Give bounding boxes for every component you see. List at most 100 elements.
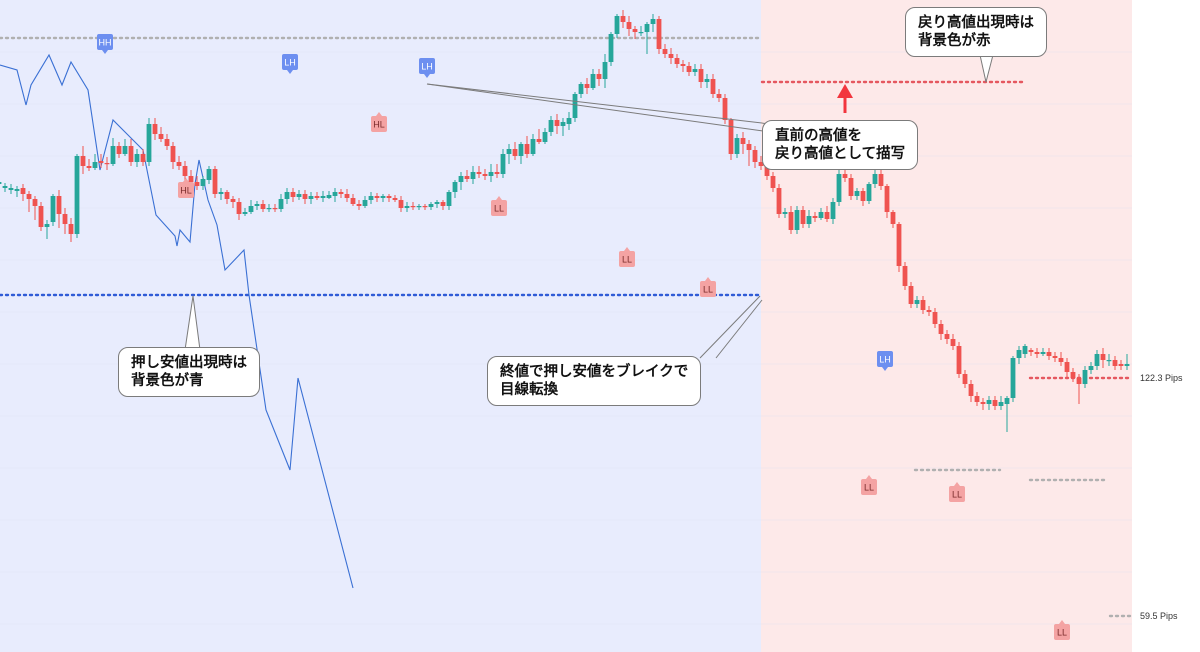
zigzag-line [0,53,354,589]
callout-text: 直前の高値を [775,128,862,144]
candle-down [752,150,758,162]
candle-up [854,191,860,196]
red-background-zone [761,0,1132,652]
candle-down [860,191,866,201]
candle-down [956,346,962,374]
candle-up [14,189,20,191]
callout-prev-high: 直前の高値を 戻り高値として描写 [762,120,919,170]
candle-up [1088,366,1094,370]
swing-label-ll: LL [1057,628,1067,638]
candle-down [272,208,278,210]
candle-up [308,196,314,199]
candle-up [488,172,494,176]
swing-label-ll: LL [622,255,632,265]
candle-up [986,400,992,404]
candle-down [290,192,296,197]
callout-close-break: 終値で押し安値をブレイクで 目線転換 [487,356,702,406]
candle-down [440,202,446,206]
candle-up [320,196,326,198]
candle-down [1052,356,1058,358]
callout-retracement-high: 戻り高値出現時は 背景色が赤 [905,7,1047,57]
callout-text: 背景色が赤 [918,33,991,49]
candle-down [536,139,542,142]
swing-label-lh: LH [284,58,296,68]
candle-down [1034,352,1040,354]
callout-text: 押し安値出現時は [131,355,247,371]
candle-down [890,212,896,224]
candle-up [146,124,152,162]
candle-down [140,154,146,162]
candles [0,10,1130,432]
candle-down [626,22,632,29]
candle-down [926,310,932,312]
candle-up [590,74,596,88]
swing-label-bg [491,200,507,216]
candle-down [80,156,86,166]
candle-down [482,174,488,176]
candle-up [1082,370,1088,384]
candle-down [1028,350,1034,352]
candle-down [98,161,104,163]
candle-up [866,184,872,201]
candle-down [686,66,692,72]
callout-text: 目線転換 [500,382,558,398]
candle-down [698,69,704,82]
candle-up [608,34,614,62]
candle-up [1106,360,1112,362]
candle-down [710,79,716,94]
swing-label-hl: HL [373,120,385,130]
candle-down [152,124,158,134]
callout-pointer-pullback [184,295,201,351]
swing-label-bg [700,281,716,297]
candle-down [938,324,944,334]
candle-down [842,174,848,178]
candle-up [404,206,410,208]
candle-up [614,16,620,34]
callout-text: 終値で押し安値をブレイクで [500,364,689,380]
candle-up [830,202,836,219]
candle-down [974,396,980,402]
candle-down [1112,360,1118,366]
candle-up [266,208,272,210]
candle-down [722,98,728,120]
candle-down [104,163,110,165]
candle-up [914,300,920,304]
candle-up [1040,352,1046,354]
swing-label-bg [371,116,387,132]
candle-down [746,144,752,150]
candle-up [134,154,140,162]
leader-line-prev-high [426,83,771,125]
candle-down [1100,354,1106,360]
candle-down [950,339,956,346]
swing-label-pointer [866,475,872,479]
candle-down [1058,358,1064,362]
candle-down [350,198,356,204]
candle-down [56,196,62,214]
candle-down [38,206,44,227]
candle-down [494,172,500,174]
candle-down [848,178,854,196]
candle-down [902,266,908,286]
swing-label-hl: HL [180,186,192,196]
candle-down [230,199,236,202]
candle-up [704,79,710,82]
candle-up [1016,350,1022,358]
candle-down [908,286,914,304]
candle-up [602,62,608,79]
candle-down [32,199,38,206]
candle-down [1118,364,1124,366]
candle-down [512,149,518,156]
candle-down [992,400,998,406]
candle-up [1010,358,1016,398]
candle-down [314,196,320,198]
candle-down [800,210,806,224]
candle-down [236,202,242,214]
candle-down [716,94,722,98]
candle-down [1046,352,1052,356]
candle-up [518,144,524,156]
candle-up [218,192,224,194]
candle-down [476,172,482,174]
swing-label-bg [861,479,877,495]
candle-down [596,74,602,79]
